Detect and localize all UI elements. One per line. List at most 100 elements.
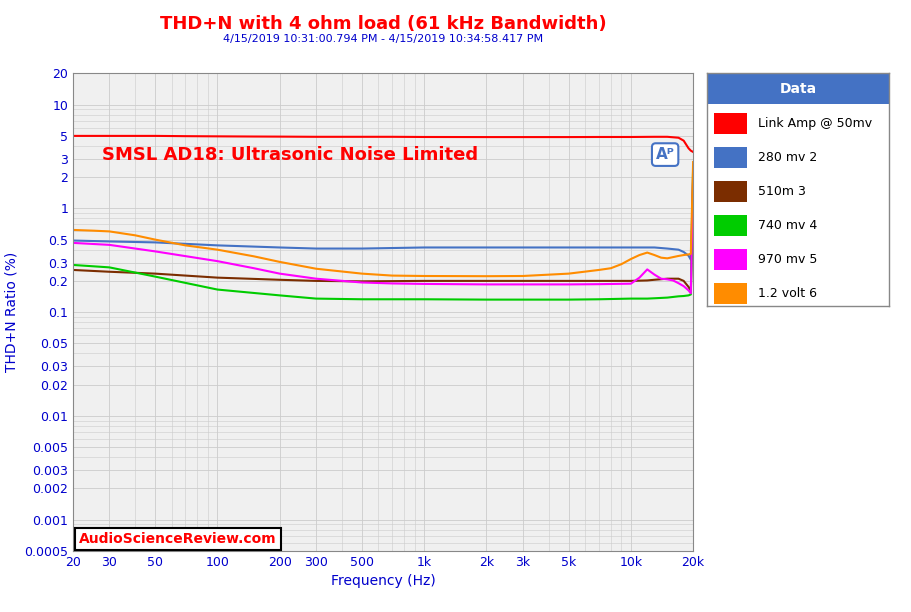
740 mv 4 [104,264,115,271]
Text: Data: Data [779,81,815,95]
970 mv 5 [655,275,666,282]
510m 3 [685,287,696,294]
Text: 4/15/2019 10:31:00.794 PM - 4/15/2019 10:34:58.417 PM: 4/15/2019 10:31:00.794 PM - 4/15/2019 10… [222,34,543,43]
510m 3 [563,277,574,285]
280 mv 2 [672,246,683,253]
280 mv 2 [682,252,693,259]
1.2 volt 6 [386,272,397,279]
280 mv 2 [211,242,222,249]
740 mv 4 [149,273,160,280]
1.2 volt 6 [248,253,259,260]
Line: Link Amp @ 50mv: Link Amp @ 50mv [73,136,692,152]
740 mv 4 [685,291,696,298]
1.2 volt 6 [655,254,666,261]
970 mv 5 [633,274,644,282]
Line: 1.2 volt 6: 1.2 volt 6 [73,162,692,276]
510m 3 [687,184,698,191]
740 mv 4 [418,296,429,303]
Text: 1.2 volt 6: 1.2 volt 6 [757,286,816,300]
970 mv 5 [248,264,259,272]
740 mv 4 [682,292,693,299]
1.2 volt 6 [649,252,660,259]
280 mv 2 [418,244,429,251]
510m 3 [356,278,367,285]
Link Amp @ 50mv [625,133,636,141]
510m 3 [649,276,660,283]
970 mv 5 [418,280,429,288]
510m 3 [661,275,672,282]
Link Amp @ 50mv [649,133,660,141]
970 mv 5 [678,283,689,290]
970 mv 5 [661,275,672,283]
970 mv 5 [311,275,322,282]
Link Amp @ 50mv [311,133,322,141]
FancyBboxPatch shape [713,215,746,236]
280 mv 2 [274,244,285,251]
740 mv 4 [480,296,491,304]
1.2 volt 6 [211,246,222,253]
FancyBboxPatch shape [713,113,746,134]
970 mv 5 [274,270,285,277]
970 mv 5 [211,258,222,265]
510m 3 [480,277,491,285]
Link Amp @ 50mv [480,133,491,141]
280 mv 2 [517,244,527,251]
Link Amp @ 50mv [386,133,397,141]
510m 3 [672,275,683,282]
280 mv 2 [649,244,660,251]
FancyBboxPatch shape [706,73,888,103]
970 mv 5 [641,266,652,273]
740 mv 4 [649,294,660,302]
Text: Aᴾ: Aᴾ [655,147,674,162]
510m 3 [678,277,689,285]
970 mv 5 [685,289,696,297]
740 mv 4 [625,295,636,302]
1.2 volt 6 [641,249,652,256]
970 mv 5 [687,169,698,176]
1.2 volt 6 [563,270,574,277]
280 mv 2 [563,244,574,251]
970 mv 5 [672,280,683,287]
Link Amp @ 50mv [685,147,696,154]
Link Amp @ 50mv [678,137,689,144]
1.2 volt 6 [149,236,160,244]
FancyBboxPatch shape [713,283,746,304]
740 mv 4 [672,293,683,300]
740 mv 4 [678,293,689,300]
740 mv 4 [593,296,604,303]
740 mv 4 [356,296,367,303]
280 mv 2 [356,245,367,252]
Line: 740 mv 4: 740 mv 4 [73,167,692,300]
Link Amp @ 50mv [104,132,115,140]
740 mv 4 [274,292,285,299]
1.2 volt 6 [661,255,672,262]
Link Amp @ 50mv [672,134,683,141]
740 mv 4 [563,296,574,304]
280 mv 2 [593,244,604,251]
Link Amp @ 50mv [129,132,140,140]
970 mv 5 [563,281,574,288]
510m 3 [274,276,285,283]
280 mv 2 [641,244,652,251]
280 mv 2 [104,238,115,245]
510m 3 [311,277,322,285]
Link Amp @ 50mv [67,132,78,140]
280 mv 2 [625,244,636,251]
Link Amp @ 50mv [682,144,693,152]
740 mv 4 [311,295,322,302]
970 mv 5 [356,279,367,286]
280 mv 2 [149,239,160,246]
970 mv 5 [667,277,678,284]
Line: 510m 3: 510m 3 [73,187,692,291]
Link Amp @ 50mv [274,133,285,140]
1.2 volt 6 [605,264,616,272]
1.2 volt 6 [274,258,285,266]
Y-axis label: THD+N Ratio (%): THD+N Ratio (%) [5,252,18,372]
Link Amp @ 50mv [517,133,527,141]
510m 3 [593,277,604,285]
Link Amp @ 50mv [563,133,574,141]
740 mv 4 [641,295,652,302]
510m 3 [149,270,160,277]
740 mv 4 [687,163,698,171]
510m 3 [418,277,429,285]
